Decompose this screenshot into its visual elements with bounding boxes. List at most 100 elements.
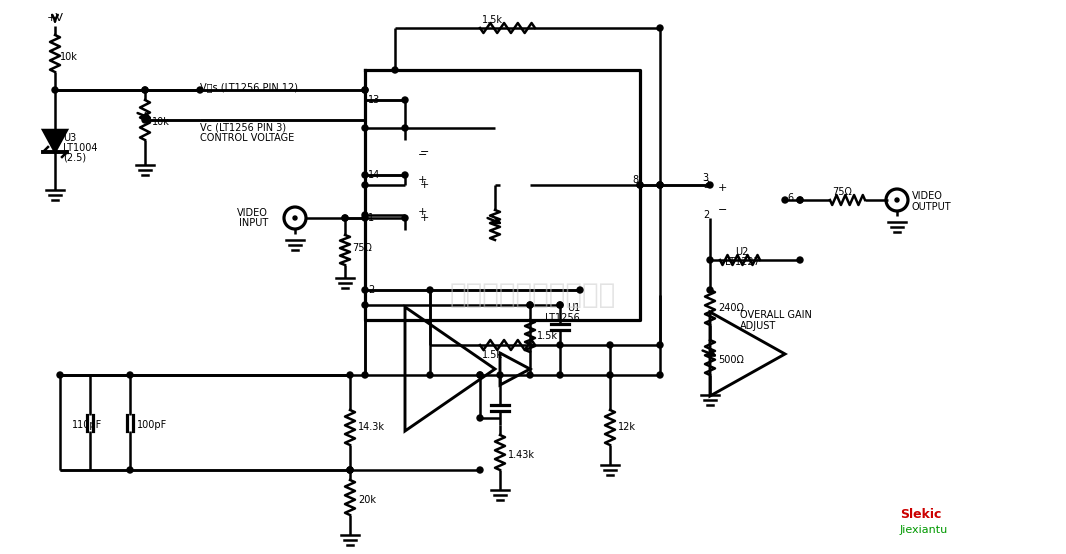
Circle shape xyxy=(293,216,297,220)
Circle shape xyxy=(56,372,63,378)
Circle shape xyxy=(362,87,368,93)
Text: +V: +V xyxy=(47,13,64,23)
Circle shape xyxy=(127,467,133,473)
Text: LT1004: LT1004 xyxy=(63,143,97,153)
Text: 500Ω: 500Ω xyxy=(718,355,744,365)
Circle shape xyxy=(607,372,613,378)
Text: +: + xyxy=(418,207,427,217)
Circle shape xyxy=(657,182,663,188)
Text: 杭州将霆科技有限公司: 杭州将霆科技有限公司 xyxy=(450,281,616,309)
Circle shape xyxy=(348,467,353,473)
Text: +: + xyxy=(718,183,727,193)
Circle shape xyxy=(427,287,433,293)
Circle shape xyxy=(362,182,368,188)
Circle shape xyxy=(527,302,533,308)
Text: VIDEO: VIDEO xyxy=(912,191,942,201)
Text: U2: U2 xyxy=(736,247,748,257)
Circle shape xyxy=(342,215,348,221)
Circle shape xyxy=(477,372,483,378)
Text: U1: U1 xyxy=(567,303,580,313)
Circle shape xyxy=(657,182,663,188)
Circle shape xyxy=(707,257,713,263)
Circle shape xyxy=(657,372,663,378)
Text: LT1256: LT1256 xyxy=(545,313,580,323)
Text: 3: 3 xyxy=(702,180,709,190)
Text: 1.5k: 1.5k xyxy=(482,350,503,360)
Circle shape xyxy=(197,87,203,93)
Text: ADJUST: ADJUST xyxy=(740,321,776,331)
Text: OVERALL GAIN: OVERALL GAIN xyxy=(740,310,812,320)
Circle shape xyxy=(558,302,563,308)
Circle shape xyxy=(342,215,348,221)
Circle shape xyxy=(392,67,398,73)
Circle shape xyxy=(895,198,899,202)
Text: OUTPUT: OUTPUT xyxy=(912,202,952,212)
Text: 12k: 12k xyxy=(618,422,636,432)
Text: VIDEO: VIDEO xyxy=(237,208,268,218)
Circle shape xyxy=(637,182,643,188)
Text: 75Ω: 75Ω xyxy=(831,187,852,197)
Text: 1.5k: 1.5k xyxy=(537,331,558,341)
Text: INPUT: INPUT xyxy=(239,218,268,228)
Circle shape xyxy=(797,197,803,203)
Text: 20k: 20k xyxy=(358,495,376,505)
Circle shape xyxy=(402,215,408,221)
Circle shape xyxy=(142,87,148,93)
Circle shape xyxy=(402,97,408,103)
Text: 2: 2 xyxy=(702,210,709,220)
Circle shape xyxy=(657,182,663,188)
Circle shape xyxy=(362,372,368,378)
Text: V₟s (LT1256 PIN 12): V₟s (LT1256 PIN 12) xyxy=(200,82,298,92)
Circle shape xyxy=(52,87,58,93)
Circle shape xyxy=(657,342,663,348)
Circle shape xyxy=(607,342,613,348)
Text: 1: 1 xyxy=(368,213,374,223)
Text: +: + xyxy=(420,213,430,223)
Circle shape xyxy=(577,287,583,293)
Circle shape xyxy=(362,287,368,293)
Text: LT1227: LT1227 xyxy=(725,257,759,267)
Circle shape xyxy=(477,372,483,378)
Circle shape xyxy=(362,87,368,93)
Circle shape xyxy=(362,215,368,221)
Circle shape xyxy=(348,372,353,378)
Circle shape xyxy=(348,467,353,473)
Circle shape xyxy=(527,372,533,378)
Text: 1.5k: 1.5k xyxy=(482,15,503,25)
Circle shape xyxy=(362,125,368,131)
Circle shape xyxy=(362,212,368,218)
Circle shape xyxy=(477,415,483,421)
Circle shape xyxy=(142,117,148,123)
Text: 2: 2 xyxy=(368,285,374,295)
Text: 1.43k: 1.43k xyxy=(508,450,535,460)
Text: +: + xyxy=(420,180,430,190)
Text: (2.5): (2.5) xyxy=(63,153,86,163)
Text: 100pF: 100pF xyxy=(138,420,167,430)
Circle shape xyxy=(362,302,368,308)
Text: −: − xyxy=(718,205,727,215)
Text: 10k: 10k xyxy=(60,52,78,62)
Text: Jiexiantu: Jiexiantu xyxy=(900,525,949,535)
Text: 10k: 10k xyxy=(152,117,169,127)
Text: −: − xyxy=(418,150,427,160)
Text: +: + xyxy=(418,175,427,185)
Circle shape xyxy=(707,182,713,188)
Text: 14.3k: 14.3k xyxy=(358,422,385,432)
Polygon shape xyxy=(43,130,67,152)
Circle shape xyxy=(362,172,368,178)
Circle shape xyxy=(797,197,803,203)
Circle shape xyxy=(527,302,533,308)
Circle shape xyxy=(657,25,663,31)
Circle shape xyxy=(142,87,148,93)
Text: 14: 14 xyxy=(368,170,381,180)
Text: 13: 13 xyxy=(368,95,381,105)
Text: 8: 8 xyxy=(632,175,639,185)
Circle shape xyxy=(497,372,503,378)
Text: Slekic: Slekic xyxy=(900,509,941,521)
Text: −: − xyxy=(420,147,430,157)
Text: U3: U3 xyxy=(63,133,77,143)
Circle shape xyxy=(707,287,713,293)
Text: 75Ω: 75Ω xyxy=(352,243,372,253)
Circle shape xyxy=(427,372,433,378)
Circle shape xyxy=(127,372,133,378)
